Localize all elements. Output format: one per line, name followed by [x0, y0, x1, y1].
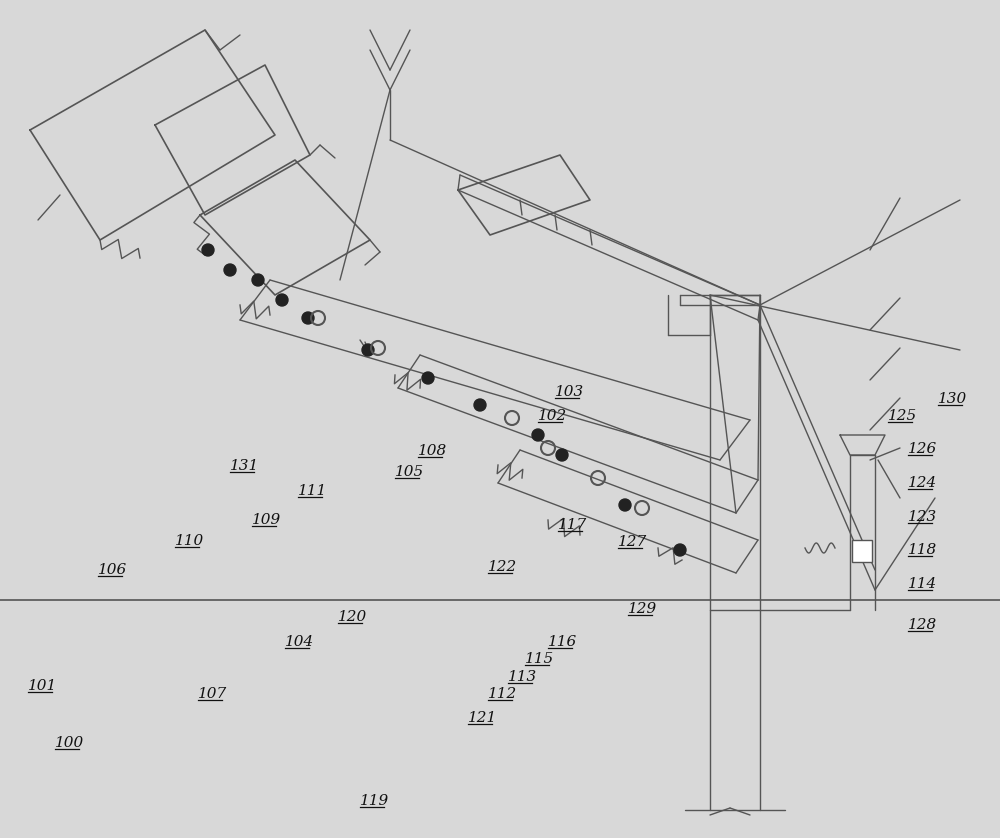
Circle shape [556, 449, 568, 461]
Text: 106: 106 [98, 563, 127, 577]
Circle shape [474, 399, 486, 411]
Text: 126: 126 [908, 442, 937, 457]
Text: 105: 105 [395, 465, 424, 479]
Text: 112: 112 [488, 687, 517, 701]
Text: 120: 120 [338, 610, 367, 624]
Text: 117: 117 [558, 518, 587, 532]
Circle shape [202, 244, 214, 256]
Text: 101: 101 [28, 679, 57, 693]
Text: 110: 110 [175, 534, 204, 548]
Text: 114: 114 [908, 577, 937, 591]
Text: 107: 107 [198, 687, 227, 701]
Text: 123: 123 [908, 510, 937, 524]
Text: 131: 131 [230, 459, 259, 473]
Text: 102: 102 [538, 409, 567, 423]
Circle shape [224, 264, 236, 276]
Text: 122: 122 [488, 560, 517, 574]
Text: 129: 129 [628, 602, 657, 616]
Text: 108: 108 [418, 444, 447, 458]
Text: 103: 103 [555, 385, 584, 400]
Text: 130: 130 [938, 392, 967, 406]
Circle shape [422, 372, 434, 384]
Text: 128: 128 [908, 618, 937, 633]
Circle shape [252, 274, 264, 286]
Circle shape [276, 294, 288, 306]
Text: 118: 118 [908, 543, 937, 557]
Circle shape [362, 344, 374, 356]
Text: 124: 124 [908, 476, 937, 490]
Text: 127: 127 [618, 535, 647, 549]
Circle shape [532, 429, 544, 441]
Text: 125: 125 [888, 409, 917, 423]
Text: 119: 119 [360, 794, 389, 809]
Text: 100: 100 [55, 736, 84, 750]
Circle shape [302, 312, 314, 324]
Text: 121: 121 [468, 711, 497, 725]
Bar [852, 540, 872, 562]
Text: 113: 113 [508, 670, 537, 685]
Text: 115: 115 [525, 652, 554, 666]
Circle shape [619, 499, 631, 511]
Text: 104: 104 [285, 635, 314, 649]
Text: 116: 116 [548, 635, 577, 649]
Text: 109: 109 [252, 513, 281, 527]
Circle shape [674, 544, 686, 556]
Text: 111: 111 [298, 484, 327, 499]
